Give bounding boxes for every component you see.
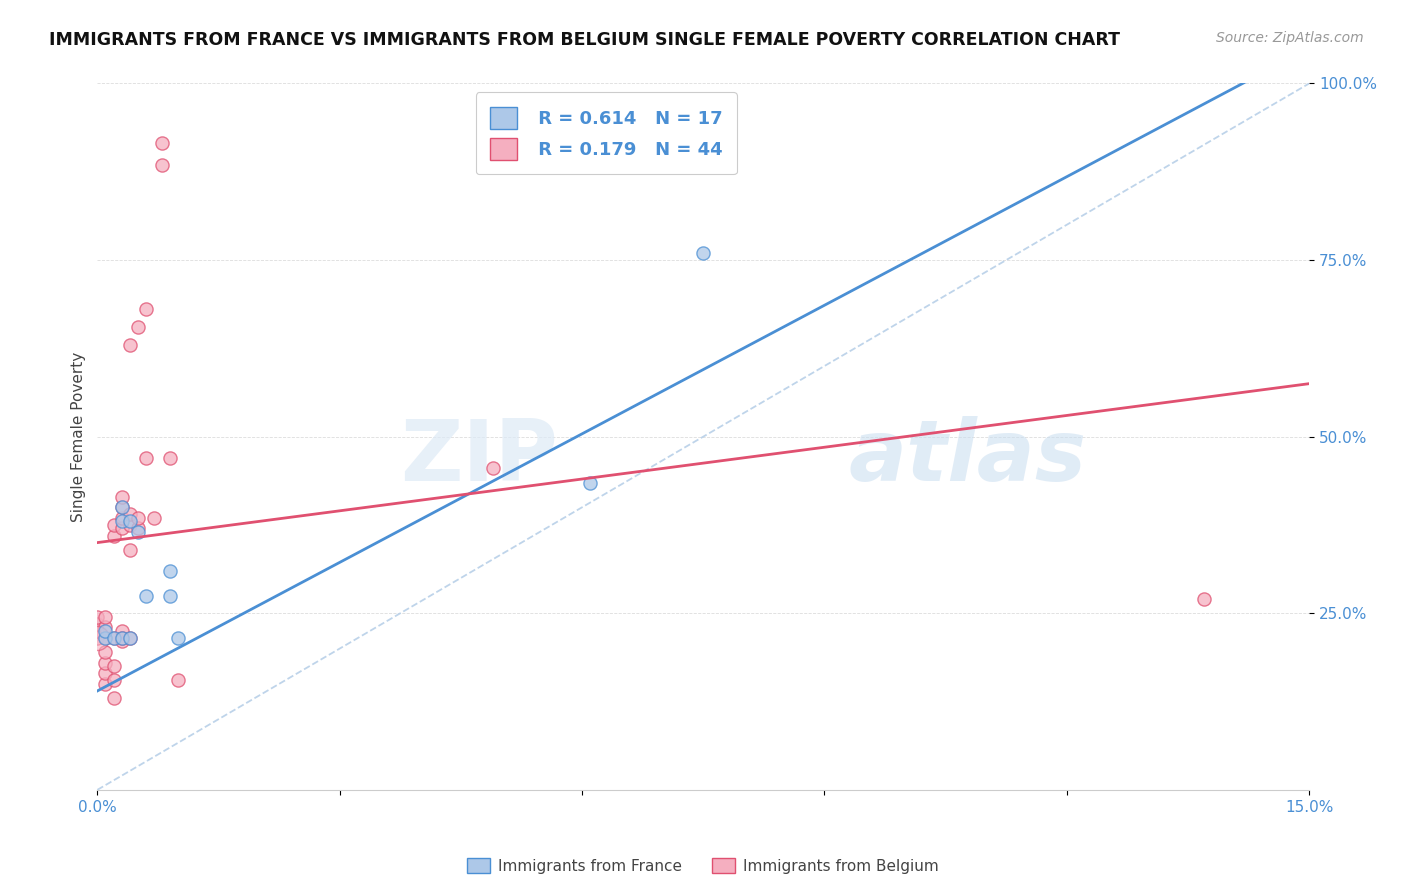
Point bbox=[127, 511, 149, 525]
Point bbox=[86, 631, 108, 645]
Point bbox=[150, 136, 173, 151]
Point bbox=[86, 624, 108, 638]
Point bbox=[94, 656, 117, 670]
Point bbox=[118, 631, 141, 645]
Point bbox=[110, 500, 132, 515]
Point bbox=[159, 450, 181, 465]
Point bbox=[94, 620, 117, 634]
Legend:  R = 0.614   N = 17,  R = 0.179   N = 44: R = 0.614 N = 17, R = 0.179 N = 44 bbox=[475, 93, 737, 175]
Point bbox=[110, 624, 132, 638]
Legend: Immigrants from France, Immigrants from Belgium: Immigrants from France, Immigrants from … bbox=[461, 852, 945, 880]
Point bbox=[110, 631, 132, 645]
Text: atlas: atlas bbox=[849, 417, 1087, 500]
Point bbox=[86, 616, 108, 631]
Point bbox=[94, 609, 117, 624]
Y-axis label: Single Female Poverty: Single Female Poverty bbox=[72, 351, 86, 522]
Point bbox=[482, 461, 505, 475]
Point bbox=[118, 517, 141, 532]
Text: Source: ZipAtlas.com: Source: ZipAtlas.com bbox=[1216, 31, 1364, 45]
Point bbox=[86, 609, 108, 624]
Point bbox=[159, 589, 181, 603]
Point bbox=[118, 508, 141, 522]
Point bbox=[135, 589, 157, 603]
Point bbox=[127, 320, 149, 334]
Point bbox=[692, 246, 714, 260]
Point bbox=[103, 528, 125, 542]
Point bbox=[103, 517, 125, 532]
Point bbox=[103, 659, 125, 673]
Point bbox=[159, 564, 181, 578]
Point bbox=[110, 511, 132, 525]
Point bbox=[94, 624, 117, 638]
Point bbox=[103, 631, 125, 645]
Point bbox=[103, 673, 125, 688]
Text: IMMIGRANTS FROM FRANCE VS IMMIGRANTS FROM BELGIUM SINGLE FEMALE POVERTY CORRELAT: IMMIGRANTS FROM FRANCE VS IMMIGRANTS FRO… bbox=[49, 31, 1121, 49]
Point bbox=[110, 634, 132, 648]
Point bbox=[94, 645, 117, 659]
Point bbox=[118, 338, 141, 352]
Point bbox=[118, 631, 141, 645]
Point bbox=[142, 511, 165, 525]
Point bbox=[1192, 592, 1215, 607]
Point bbox=[167, 673, 190, 688]
Point bbox=[110, 515, 132, 529]
Point bbox=[103, 691, 125, 706]
Point bbox=[103, 631, 125, 645]
Point bbox=[110, 500, 132, 515]
Point bbox=[135, 302, 157, 317]
Point bbox=[135, 450, 157, 465]
Point bbox=[579, 475, 602, 490]
Point bbox=[110, 521, 132, 535]
Text: ZIP: ZIP bbox=[401, 417, 558, 500]
Point bbox=[86, 631, 108, 645]
Point bbox=[110, 631, 132, 645]
Point bbox=[94, 677, 117, 691]
Point bbox=[94, 631, 117, 645]
Point bbox=[118, 515, 141, 529]
Point bbox=[94, 666, 117, 681]
Point bbox=[94, 631, 117, 645]
Point bbox=[127, 521, 149, 535]
Point bbox=[167, 631, 190, 645]
Point bbox=[110, 490, 132, 504]
Point bbox=[150, 158, 173, 172]
Point bbox=[118, 542, 141, 557]
Point bbox=[127, 524, 149, 539]
